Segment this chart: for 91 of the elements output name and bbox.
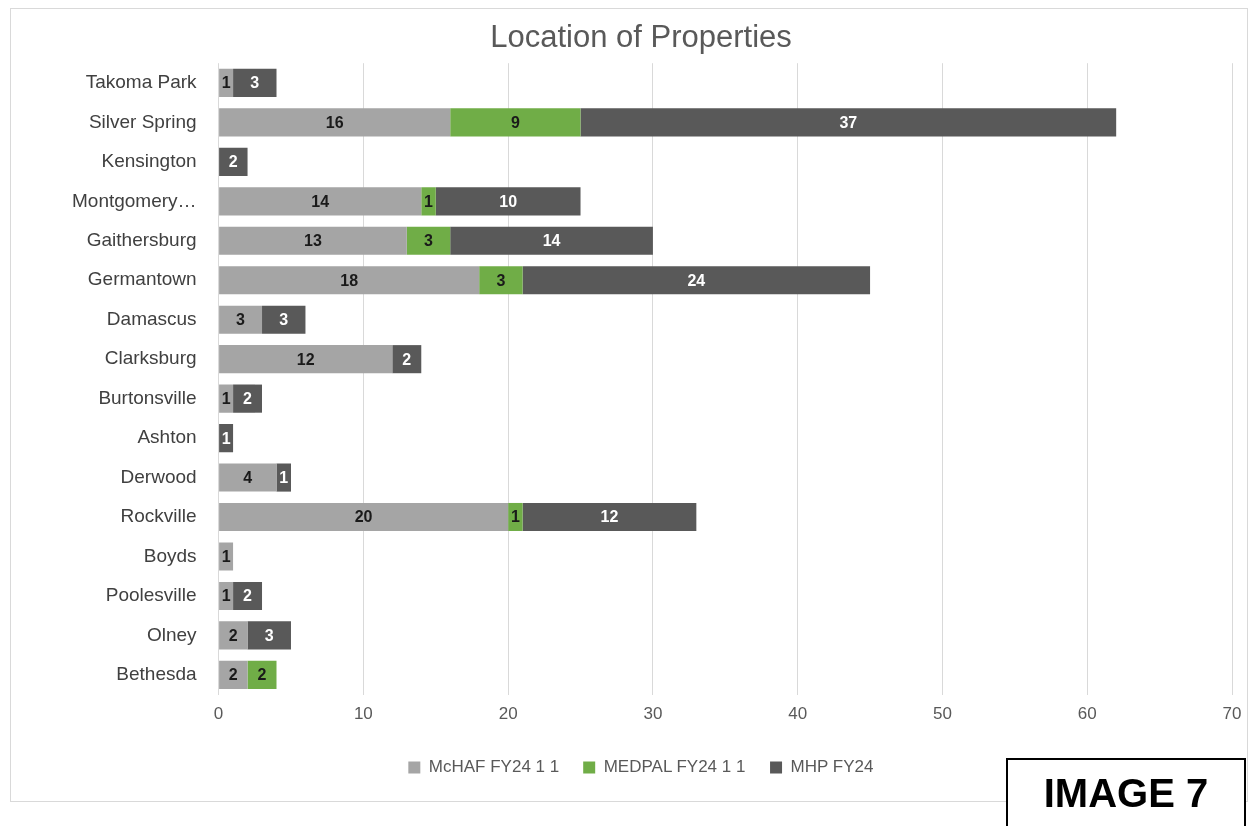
y-tick-label: Gaithersburg — [86, 229, 197, 251]
y-tick-label: Poolesville — [105, 584, 197, 606]
bar — [392, 345, 422, 374]
y-tick-label: Boyds — [143, 544, 197, 566]
bar — [219, 621, 248, 650]
bar — [435, 187, 581, 216]
x-tick-label: 40 — [788, 704, 808, 724]
data-label: 3 — [279, 311, 289, 329]
y-tick-label: Germantown — [87, 268, 197, 290]
text: IMAGE 7 — [1006, 758, 1246, 826]
y-tick-label: Derwood — [120, 465, 197, 487]
data-label: 2 — [257, 666, 267, 684]
bar — [219, 226, 407, 255]
y-tick-label: Silver Spring — [88, 110, 197, 132]
bar — [219, 108, 451, 137]
bar — [219, 187, 422, 216]
bar — [262, 305, 306, 334]
bar — [219, 147, 248, 176]
data-label: 12 — [600, 508, 619, 526]
bar — [450, 108, 581, 137]
bar — [247, 660, 277, 689]
x-tick-label: 10 — [353, 704, 373, 724]
data-label: 4 — [243, 468, 253, 486]
data-label: 12 — [296, 350, 315, 368]
data-label: 3 — [264, 626, 274, 644]
x-tick-label: 0 — [213, 704, 224, 724]
data-label: 2 — [228, 666, 238, 684]
bar — [219, 345, 393, 374]
bar — [233, 384, 263, 413]
chart-title: Location of Properties — [490, 19, 792, 55]
legend-label: MEDPAL FY24 1 1 — [603, 757, 746, 777]
bar — [580, 108, 1117, 137]
data-label: 1 — [221, 390, 231, 408]
data-label: 2 — [228, 153, 238, 171]
data-label: 16 — [325, 113, 344, 131]
bar — [522, 502, 697, 532]
data-label: 1 — [221, 74, 231, 92]
y-tick-label: Clarksburg — [104, 347, 197, 369]
bar — [219, 266, 480, 295]
x-tick-label: 70 — [1222, 704, 1242, 724]
data-label: 1 — [221, 429, 231, 447]
x-tick-label: 60 — [1077, 704, 1097, 724]
x-tick-label: 50 — [932, 704, 952, 724]
bar — [522, 266, 871, 295]
data-label: 2 — [243, 390, 253, 408]
data-label: 14 — [311, 192, 330, 210]
data-label: 2 — [228, 626, 238, 644]
y-tick-label: Kensington — [101, 150, 197, 172]
data-label: 14 — [542, 232, 561, 250]
data-label: 1 — [221, 587, 231, 605]
bar — [508, 502, 523, 532]
y-tick-label: Olney — [146, 623, 198, 645]
data-label: 1 — [424, 192, 434, 210]
x-tick-label: 30 — [643, 704, 663, 724]
bar — [406, 226, 451, 255]
bar — [219, 305, 263, 334]
bar — [219, 463, 277, 492]
bar — [479, 266, 523, 295]
bar — [247, 621, 291, 650]
data-label: 37 — [839, 113, 858, 131]
data-label: 3 — [496, 271, 506, 289]
data-label: 13 — [304, 232, 322, 250]
legend-label: McHAF FY24 1 1 — [428, 757, 560, 777]
data-label: 2 — [402, 350, 412, 368]
y-tick-label: Burtonsville — [98, 386, 197, 408]
bar — [219, 502, 509, 532]
y-tick-label: Damascus — [106, 307, 197, 329]
data-label: 18 — [340, 271, 359, 289]
data-label: 3 — [236, 311, 246, 329]
y-tick-label: Montgomery… — [71, 189, 197, 211]
data-label: 10 — [499, 192, 518, 210]
data-label: 3 — [250, 74, 260, 92]
data-label: 20 — [354, 508, 373, 526]
y-tick-label: Rockville — [120, 505, 197, 527]
data-label: 1 — [279, 468, 289, 486]
data-label: 3 — [424, 232, 434, 250]
data-label: 2 — [243, 587, 253, 605]
bar — [233, 581, 263, 610]
data-label: 1 — [221, 547, 231, 565]
x-tick-label: 20 — [498, 704, 518, 724]
y-tick-label: Ashton — [137, 426, 197, 448]
bar — [233, 68, 277, 97]
bar — [219, 660, 248, 689]
bar — [450, 226, 653, 255]
data-label: 1 — [510, 508, 520, 526]
data-label: 24 — [687, 271, 706, 289]
y-tick-label: Takoma Park — [85, 71, 198, 93]
bar — [421, 187, 436, 216]
legend-label: MHP FY24 — [790, 757, 874, 777]
y-tick-label: Bethesda — [116, 663, 198, 685]
data-label: 9 — [510, 113, 520, 131]
